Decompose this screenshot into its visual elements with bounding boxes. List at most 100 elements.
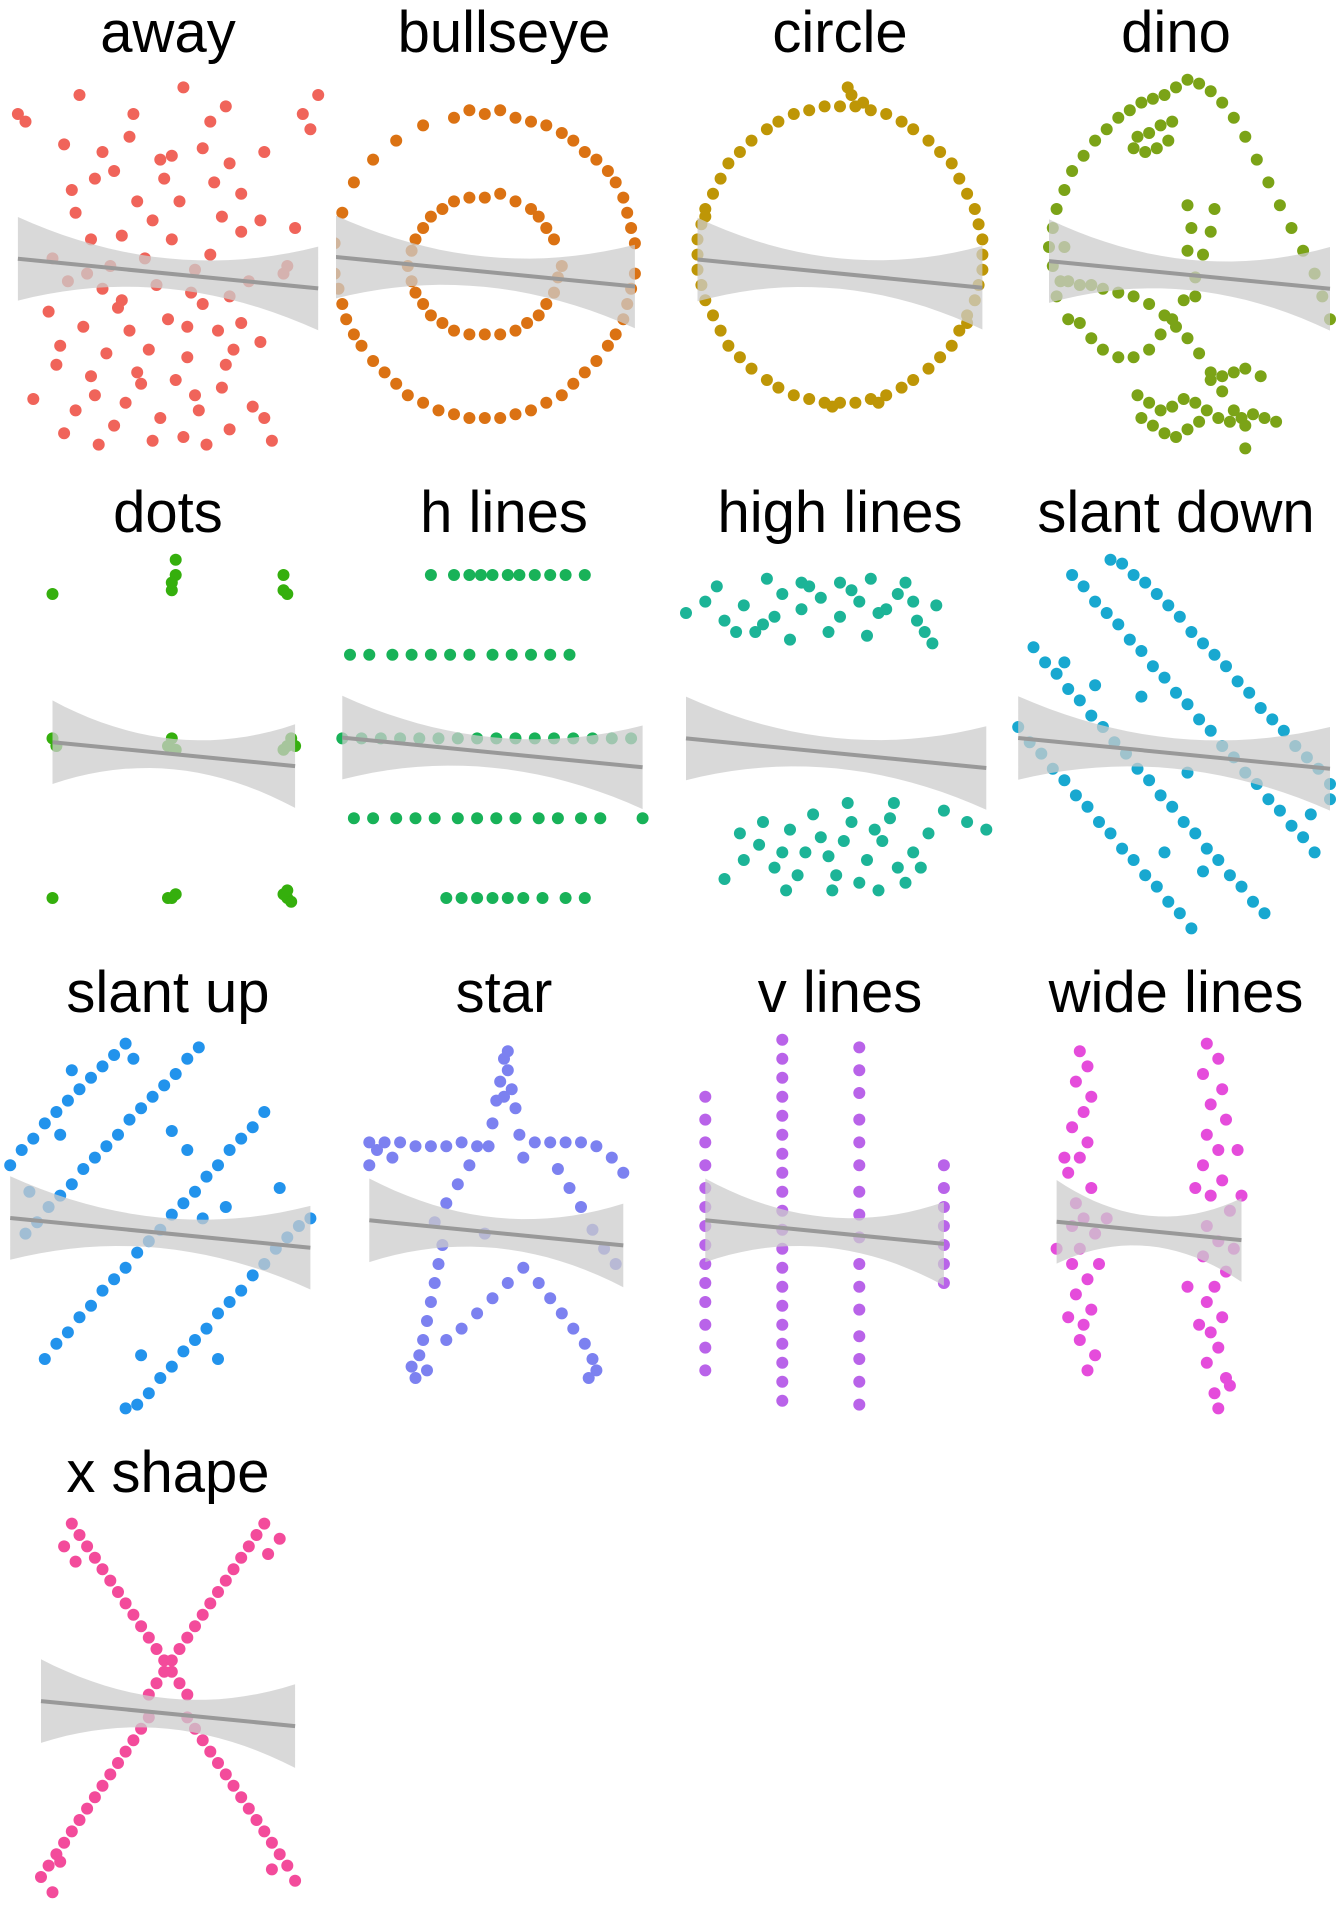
data-point [135, 1102, 148, 1115]
data-point [826, 884, 839, 897]
data-point [440, 1197, 453, 1210]
data-point [394, 1136, 407, 1149]
data-point [115, 294, 128, 307]
data-point [165, 149, 178, 162]
data-point [1204, 724, 1217, 737]
data-point [776, 1147, 789, 1160]
data-point [494, 187, 507, 200]
data-point [123, 130, 136, 143]
data-point [830, 869, 843, 882]
data-point [127, 1734, 140, 1747]
data-point [1200, 1037, 1213, 1050]
data-point [478, 108, 491, 120]
data-point [1081, 800, 1094, 813]
data-point [131, 195, 144, 208]
data-point [265, 1863, 278, 1876]
data-point [65, 184, 78, 196]
data-point [1127, 854, 1140, 866]
data-point [578, 146, 591, 158]
panel-dino: dino [1008, 0, 1344, 480]
data-point [1235, 1189, 1248, 1202]
data-point [409, 286, 422, 299]
data-point [807, 808, 820, 821]
data-point [753, 838, 766, 851]
data-point [1181, 244, 1194, 257]
data-point [1177, 393, 1190, 405]
data-point [1231, 675, 1244, 688]
data-point [42, 305, 55, 318]
data-point [135, 1349, 148, 1362]
data-point [1135, 645, 1148, 657]
data-point [235, 1791, 248, 1804]
data-point [181, 1688, 194, 1701]
data-point [907, 595, 920, 608]
data-point [405, 648, 418, 661]
data-point [1197, 248, 1209, 261]
data-point [540, 298, 553, 310]
data-point [590, 1364, 603, 1377]
data-point [104, 1768, 117, 1781]
data-point [142, 343, 155, 356]
data-point [1077, 149, 1090, 162]
data-point [617, 191, 630, 204]
data-point [1197, 1159, 1209, 1172]
data-point [88, 1791, 101, 1804]
data-point [1150, 588, 1163, 600]
data-point [73, 1529, 86, 1541]
data-point [386, 1151, 399, 1164]
data-point [1243, 686, 1256, 699]
data-point [578, 366, 591, 379]
data-point [822, 626, 835, 638]
trend-line [1048, 259, 1331, 291]
data-point [100, 347, 113, 360]
data-point [768, 610, 781, 623]
data-point [1100, 607, 1113, 619]
data-point [285, 895, 298, 908]
panel-slant-down: slant down [1008, 480, 1344, 960]
data-point [1170, 81, 1182, 94]
data-point [555, 1307, 568, 1320]
data-point [150, 1643, 163, 1655]
data-point [336, 206, 349, 219]
data-point [509, 111, 522, 124]
data-point [46, 892, 59, 904]
data-point [834, 610, 846, 623]
data-point [1062, 1311, 1075, 1324]
trend-line [705, 1218, 945, 1246]
data-point [1093, 1258, 1105, 1270]
data-point [88, 1551, 101, 1564]
data-point [54, 339, 67, 352]
data-point [363, 1136, 376, 1149]
data-point [215, 381, 228, 394]
data-point [1254, 370, 1267, 383]
data-point [1135, 412, 1148, 424]
data-point [699, 210, 712, 223]
data-point [409, 1372, 422, 1384]
data-point [699, 1341, 712, 1354]
data-point [922, 134, 935, 147]
data-point [509, 1102, 522, 1115]
data-point [119, 1261, 132, 1274]
data-point [1139, 869, 1152, 882]
data-point [54, 1855, 67, 1868]
data-point [428, 812, 441, 825]
data-point [872, 396, 885, 409]
data-point [699, 1159, 712, 1172]
scatter-plot [363, 1045, 630, 1384]
data-point [1239, 362, 1252, 375]
data-point [265, 434, 278, 447]
data-point [494, 104, 507, 117]
data-point [212, 1307, 224, 1320]
data-point [1123, 104, 1136, 117]
data-point [498, 1090, 510, 1103]
data-point [65, 1825, 78, 1838]
data-point [436, 203, 449, 215]
data-point [1158, 427, 1171, 440]
panel-circle: circle [672, 0, 1008, 480]
data-point [277, 569, 290, 581]
data-point [223, 157, 236, 170]
data-point [872, 884, 885, 897]
data-point [112, 1586, 124, 1598]
data-point [1254, 702, 1267, 714]
